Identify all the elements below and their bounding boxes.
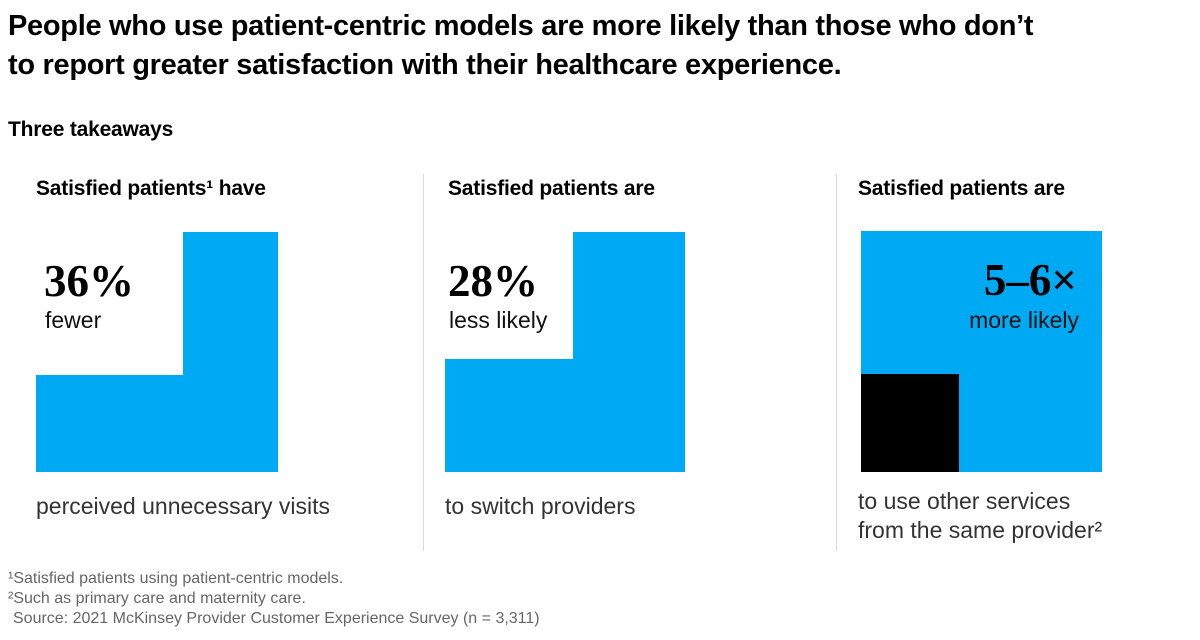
panel-3-caption: to use other services from the same prov…: [858, 488, 1103, 543]
footnote-1: ¹Satisfied patients using patient-centri…: [8, 570, 344, 587]
panel-1-heading: Satisfied patients¹ have: [36, 177, 266, 200]
exhibit-title-line-2: to report greater satisfaction with thei…: [8, 49, 842, 81]
panel-2-caption: to switch providers: [445, 493, 636, 519]
footnotes: ¹Satisfied patients using patient-centri…: [8, 569, 540, 629]
panel-1-stat-value: 36%: [44, 256, 134, 306]
panel-1-bar-tall-column: [183, 232, 278, 472]
exhibit-title: People who use patient-centric models ar…: [8, 7, 1034, 85]
panel-3-stat-qualifier: more likely: [969, 307, 1079, 333]
panel-1-caption: perceived unnecessary visits: [36, 493, 331, 519]
panel-3-black-square: [861, 374, 959, 472]
panel-2-heading: Satisfied patients are: [448, 177, 655, 200]
panel-2-bar-tall-column: [573, 232, 685, 472]
panel-3-stat-value: 5–6×: [983, 255, 1077, 305]
panel-2-stat-value: 28%: [448, 256, 538, 306]
panel-divider-2: [836, 174, 837, 551]
section-label: Three takeaways: [8, 118, 174, 141]
exhibit-title-line-1: People who use patient-centric models ar…: [8, 10, 1034, 42]
panel-2-stat-qualifier: less likely: [449, 307, 548, 333]
panel-1-bar-step-block: [36, 375, 183, 472]
panel-divider-1: [423, 174, 424, 551]
footnote-2: ²Such as primary care and maternity care…: [8, 590, 306, 607]
panel-3-heading: Satisfied patients are: [858, 177, 1065, 200]
panel-1-stat-qualifier: fewer: [45, 307, 102, 333]
source-line: Source: 2021 McKinsey Provider Customer …: [13, 610, 540, 627]
panel-2-bar-step-block: [445, 359, 573, 472]
